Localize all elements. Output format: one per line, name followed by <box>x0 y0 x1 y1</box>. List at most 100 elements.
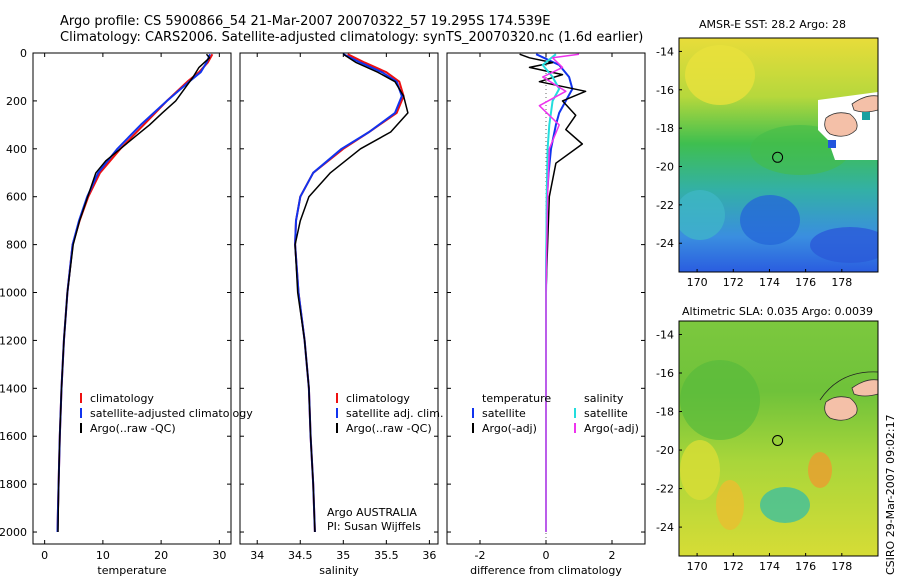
sst-green-patch <box>750 125 850 175</box>
legend-label: Argo(..raw -QC) <box>90 422 176 435</box>
map-y-tick-label: -16 <box>656 367 674 380</box>
legend-label: climatology <box>346 392 410 405</box>
y-tick-label: 600 <box>6 191 27 204</box>
float-location-marker <box>772 151 784 163</box>
map-y-tick-label: -22 <box>656 199 674 212</box>
legend-swatch <box>80 423 82 433</box>
series-line-satellite-adjusted-climatology <box>56 53 211 533</box>
figure-title-line2: Climatology: CARS2006. Satellite-adjuste… <box>60 30 644 45</box>
difference_profile-panel: -2 0 2 difference from climatology <box>446 52 646 577</box>
map-y-tick-label: -18 <box>656 406 674 419</box>
map-y-tick-label: -24 <box>656 237 674 250</box>
fiji-land-shape <box>824 112 858 137</box>
map-x-tick-label: 176 <box>795 560 816 573</box>
x-tick-label: 0 <box>41 549 48 562</box>
map-x-tick-label: 174 <box>759 560 780 573</box>
sst-map: 170 172 174 176 178 -14 -16 -18 -20 -22 -24 <box>656 37 879 289</box>
map-x-tick-label: 172 <box>723 276 744 289</box>
x-tick-label: 35.5 <box>374 549 399 562</box>
fiji-land-shape <box>851 379 878 397</box>
legend-label: satellite <box>482 407 526 420</box>
legend-swatch <box>80 408 82 418</box>
legend-label: satellite-adjusted climatology <box>90 407 253 420</box>
legend-label: salinity <box>584 392 624 405</box>
sst-map-title: AMSR-E SST: 28.2 Argo: 28 <box>699 18 847 31</box>
series-line-temperature-argo-adj <box>519 53 587 532</box>
x-tick-label: 2 <box>609 549 616 562</box>
legend-swatch <box>336 408 338 418</box>
x-tick-label: 35 <box>336 549 350 562</box>
x-tick-label: 34 <box>250 549 264 562</box>
x-tick-label: -2 <box>475 549 486 562</box>
x-tick-label: 0 <box>543 549 550 562</box>
sst-pixel <box>828 140 836 148</box>
sla-map-frame <box>678 320 879 557</box>
legend-swatch <box>472 408 474 418</box>
y-tick-label: 1800 <box>0 478 27 491</box>
credit-org: Argo AUSTRALIA <box>327 506 417 519</box>
map-x-tick-label: 178 <box>831 276 852 289</box>
map-y-tick-label: -24 <box>656 521 674 534</box>
y-tick-label: 1200 <box>0 334 27 347</box>
map-x-tick-label: 174 <box>759 276 780 289</box>
series-line-temperature-satellite <box>535 53 574 532</box>
credit-block: Argo AUSTRALIA PI: Susan Wijffels <box>327 506 421 534</box>
timestamp-stamp: CSIRO 29-Mar-2007 09:02:17 <box>884 414 897 575</box>
y-tick-label: 1600 <box>0 430 27 443</box>
sla-map-title: Altimetric SLA: 0.035 Argo: 0.0039 <box>682 305 874 318</box>
y-tick-label: 2000 <box>0 526 27 539</box>
sst-warm-patch <box>685 45 755 105</box>
map-x-tick-label: 172 <box>723 560 744 573</box>
map-y-tick-label: -22 <box>656 483 674 496</box>
y-tick-label: 200 <box>6 95 27 108</box>
legend-swatch <box>574 423 576 433</box>
sla-high-patch <box>716 480 744 530</box>
map-y-tick-label: -14 <box>656 45 674 58</box>
salinity_profile-panel: 34 34.5 35 35.5 36 salinity <box>239 52 439 577</box>
sst-map-frame <box>678 37 879 273</box>
series-line-salinity-argo-adj <box>538 53 580 532</box>
legend-swatch <box>80 393 82 403</box>
map-y-tick-label: -20 <box>656 161 674 174</box>
map-x-tick-label: 170 <box>687 276 708 289</box>
sla-contour-line <box>819 371 878 401</box>
x-axis-label: temperature <box>97 564 166 577</box>
salinity_profile-frame <box>239 52 439 545</box>
legend-label: satellite <box>584 407 628 420</box>
y-tick-label: 400 <box>6 143 27 156</box>
y-tick-label: 800 <box>6 239 27 252</box>
float-location-marker <box>772 435 784 446</box>
sla-high-patch <box>808 452 832 488</box>
legend-label: satellite adj. clim. <box>346 407 444 420</box>
y-tick-label: 0 <box>20 47 27 60</box>
x-tick-label: 10 <box>96 549 110 562</box>
x-tick-label: 34.5 <box>288 549 313 562</box>
sst-pixel <box>862 112 870 120</box>
legend-swatch <box>472 423 474 433</box>
map-y-tick-label: -18 <box>656 122 674 135</box>
map-y-tick-label: -14 <box>656 328 674 341</box>
map-y-tick-label: -20 <box>656 444 674 457</box>
x-axis-label: difference from climatology <box>470 564 622 577</box>
legend-label: Argo(..raw -QC) <box>346 422 432 435</box>
sla-map: 170 172 174 176 178 -14 -16 -18 -20 -22 -24 <box>656 320 879 573</box>
sst-cool-patch <box>810 227 878 263</box>
map-x-tick-label: 178 <box>831 560 852 573</box>
sst-cool-patch <box>679 190 725 240</box>
temperature_profile-panel: 0 10 20 30 0 200 400 600 800 1000 1200 1400 1600 1800… <box>0 47 232 577</box>
credit-pi: PI: Susan Wijffels <box>327 520 421 533</box>
legend-swatch <box>336 393 338 403</box>
temperature_profile-frame <box>32 52 232 545</box>
map-x-tick-label: 170 <box>687 560 708 573</box>
sla-green-patch <box>680 360 760 440</box>
sla-high-patch <box>680 440 720 500</box>
legend-label: temperature <box>482 392 552 405</box>
x-tick-label: 36 <box>422 549 436 562</box>
legend-label: Argo(-adj) <box>482 422 537 435</box>
series-line-climatology <box>56 53 214 533</box>
y-tick-label: 1000 <box>0 287 27 300</box>
legend-swatch <box>336 423 338 433</box>
series-line-argo-raw-qc <box>294 53 409 533</box>
x-tick-label: 20 <box>154 549 168 562</box>
